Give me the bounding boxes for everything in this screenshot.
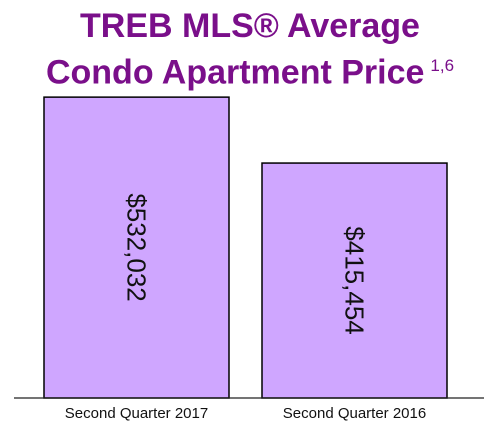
bar-value-label-1: $532,032 (122, 193, 152, 301)
chart-title-line-1: TREB MLS® Average (80, 7, 420, 45)
x-tick-label-2: Second Quarter 2016 (283, 405, 426, 422)
chart-title: TREB MLS® Average Condo Apartment Price 1… (0, 6, 500, 92)
chart-title-line-2: Condo Apartment Price 1,6 (0, 46, 500, 92)
chart-title-superscript: 1,6 (430, 56, 455, 75)
bar-value-label-2: $415,454 (340, 226, 370, 334)
bar-2 (261, 162, 448, 399)
chart-title-line-2-text: Condo Apartment Price (45, 53, 425, 92)
bar-1 (43, 96, 230, 399)
x-tick-label-1: Second Quarter 2017 (65, 405, 208, 422)
